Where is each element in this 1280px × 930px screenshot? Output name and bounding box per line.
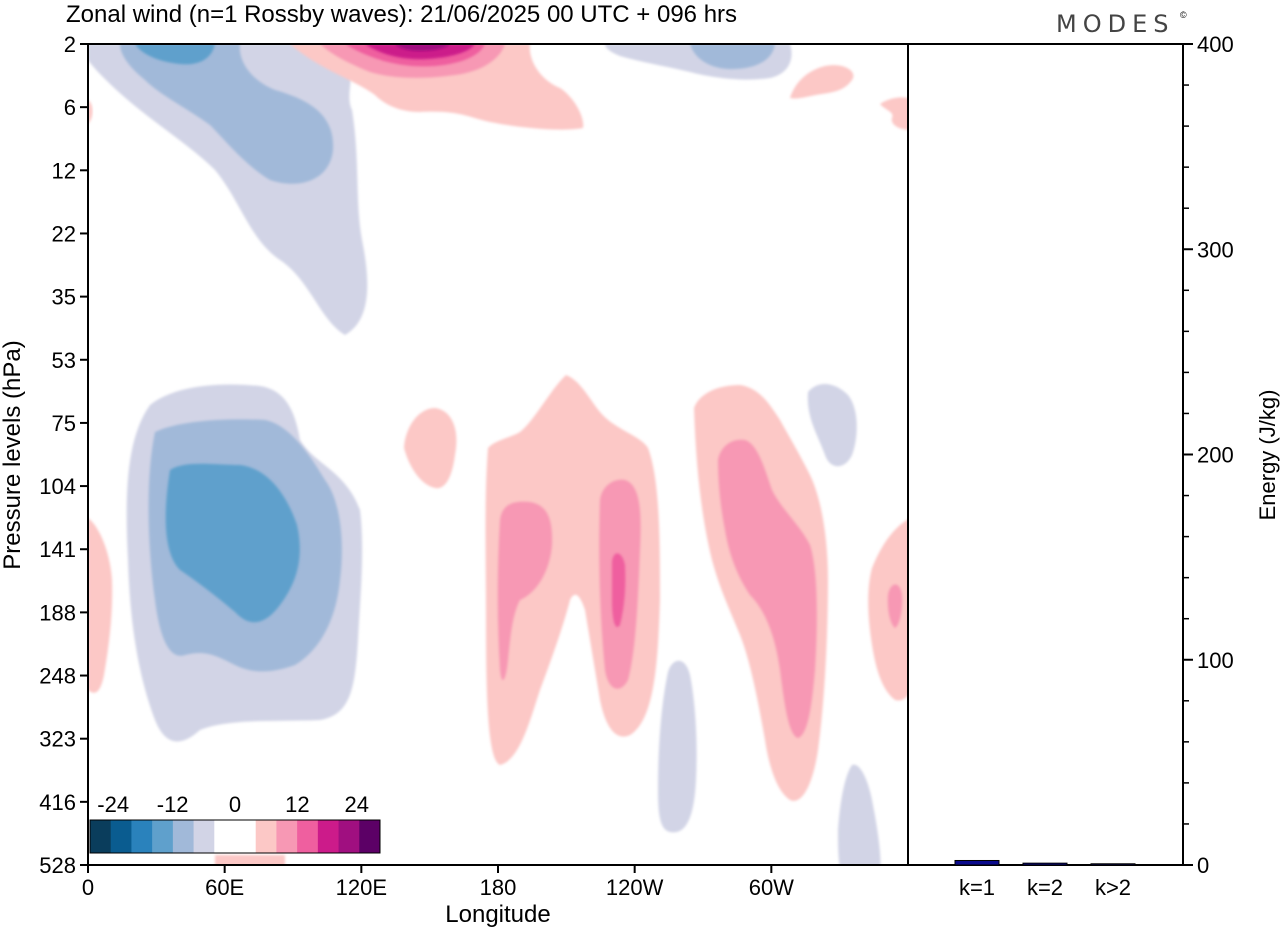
x-axis: 0 60E 120E 180 120W 60W: [82, 865, 794, 900]
contour-fields: [88, 44, 908, 865]
energy-tick-label: 100: [1197, 648, 1234, 673]
y-tick-label: 2: [64, 32, 76, 57]
y-tick-label: 323: [39, 727, 76, 752]
neg-contour-8: [120, 44, 334, 184]
pos-contour-4: [868, 519, 908, 701]
neg-contour-12: [165, 463, 300, 623]
y-tick-label: 6: [64, 95, 76, 120]
bar-plot-frame: [907, 43, 1184, 866]
x-tick-label: 0: [82, 875, 94, 900]
pos-contour-8: [718, 439, 817, 738]
energy-tick-label: 300: [1197, 237, 1234, 262]
pos-contour-12: [612, 553, 626, 628]
colorbar-swatch: [338, 820, 360, 853]
colorbar-swatch: [255, 820, 277, 853]
y-tick-label: 188: [39, 600, 76, 625]
colorbar-swatch: [359, 820, 381, 853]
x-tick-label: 120W: [606, 875, 664, 900]
neg-contour-12: [135, 44, 215, 65]
colorbar-swatch: [317, 820, 340, 853]
pos-contour-20: [395, 44, 450, 51]
energy-bar: [1090, 863, 1136, 866]
y-tick-label: 35: [52, 285, 76, 310]
neg-contour-8: [690, 44, 775, 70]
pos-contour-8: [497, 501, 553, 681]
neg-contour-4: [838, 764, 881, 865]
pos-contour-16: [365, 44, 475, 60]
energy-tick-label: 400: [1197, 32, 1234, 57]
colorbar-swatch: [193, 820, 215, 853]
colorbar-swatch: [214, 820, 236, 853]
colorbar-tick-label: 0: [229, 792, 241, 817]
colorbar-swatch: [152, 820, 174, 853]
pos-contour-4: [790, 65, 854, 99]
x-axis-label: Longitude: [445, 901, 550, 928]
y-tick-label: 528: [39, 853, 76, 878]
logo-copyright-mark: ©: [1180, 10, 1187, 20]
colorbar-tick-label: -12: [157, 792, 189, 817]
pos-contour-4: [404, 408, 457, 489]
y-tick-label: 248: [39, 664, 76, 689]
colorbar-tick-label: 12: [285, 792, 309, 817]
colorbar-frame: [89, 819, 381, 854]
energy-category-label: k>2: [1095, 875, 1131, 900]
energy-axis: 0 100 200 300 400: [1183, 32, 1234, 878]
y-tick-label: 22: [52, 221, 76, 246]
logo-text: MODES: [1056, 10, 1174, 38]
colorbar-swatch: [276, 820, 298, 853]
colorbar-swatch: [235, 820, 257, 853]
colorbar-swatch: [131, 820, 153, 853]
y-tick-label: 104: [39, 474, 76, 499]
y-axis-label: Pressure levels (hPa): [0, 340, 26, 569]
y-tick-label: 53: [52, 348, 76, 373]
chart-title: Zonal wind (n=1 Rossby waves): 21/06/202…: [66, 1, 737, 28]
y-tick-label: 75: [52, 411, 76, 436]
colorbar-legend: -24 -12 0 12 24: [89, 792, 381, 854]
energy-tick-label: 200: [1197, 443, 1234, 468]
x-tick-label: 180: [480, 875, 517, 900]
energy-bar: [1022, 862, 1068, 866]
energy-bars: k=1 k=2 k>2: [954, 859, 1136, 900]
colorbar-swatch: [110, 820, 132, 853]
neg-contour-4: [807, 384, 857, 467]
y-tick-label: 416: [39, 790, 76, 815]
energy-axis-label: Energy (J/kg): [1255, 390, 1280, 521]
neg-contour-4: [658, 660, 697, 833]
x-tick-label: 60E: [205, 875, 244, 900]
pos-contour-4: [880, 97, 908, 130]
x-tick-label: 120E: [336, 875, 387, 900]
colorbar-tick-label: -24: [97, 792, 129, 817]
pos-contour-4: [88, 100, 93, 124]
colorbar-swatch: [297, 820, 319, 853]
colorbar-swatch: [90, 820, 112, 853]
energy-category-label: k=2: [1027, 875, 1063, 900]
colorbar-swatch: [172, 820, 195, 853]
y-axis: 2 6 12 22 35 53 75 104 141 188 248 323 416 528: [39, 32, 88, 878]
contour-plot: 0 60E 120E 180 120W 60W 2 6 12 22 35 53 75 104 141 188…: [0, 32, 909, 928]
colorbar-tick-label: 24: [345, 792, 369, 817]
y-tick-label: 12: [52, 158, 76, 183]
x-tick-label: 60W: [749, 875, 794, 900]
energy-bar-chart: k=1 k=2 k>2 0 100 200 300 400 Energy (J/kg): [907, 32, 1280, 900]
energy-tick-label: 0: [1197, 853, 1209, 878]
energy-bar: [954, 859, 1000, 866]
pos-contour-4: [88, 518, 113, 693]
energy-category-label: k=1: [959, 875, 995, 900]
pos-contour-8: [887, 584, 903, 628]
y-tick-label: 141: [39, 537, 76, 562]
pos-contour-4: [215, 855, 285, 865]
